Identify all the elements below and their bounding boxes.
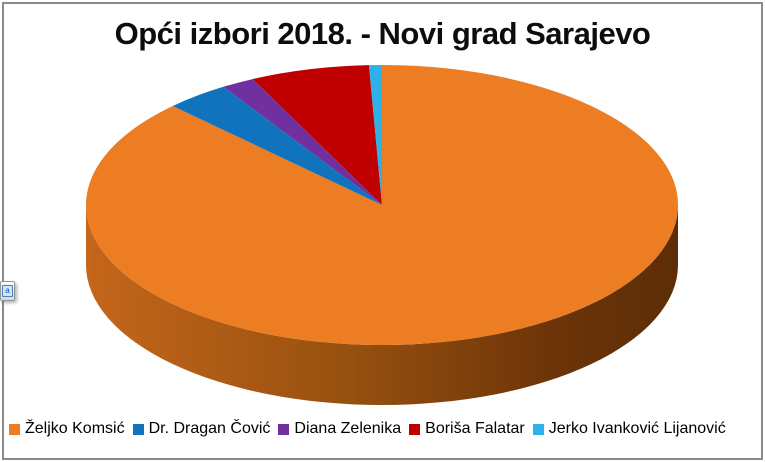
legend-label: Diana Zelenika	[294, 420, 402, 437]
legend-swatch	[132, 423, 144, 435]
legend-item-4[interactable]: Boriša Falatar	[409, 420, 525, 438]
legend-item-5[interactable]: Jerko Ivanković Lijanović	[532, 420, 726, 438]
edge-handle-button[interactable]: a	[0, 281, 15, 301]
edge-handle-glyph: a	[2, 285, 13, 297]
legend-label: Dr. Dragan Čović	[148, 420, 271, 437]
legend-swatch	[278, 423, 290, 435]
chart-title: Opći izbori 2018. - Novi grad Sarajevo	[114, 16, 651, 51]
legend-item-1[interactable]: Željko Komsić	[9, 420, 125, 438]
pie-side-3d-rim	[86, 205, 678, 405]
legend-label: Boriša Falatar	[425, 420, 525, 437]
legend-swatch	[409, 423, 421, 435]
pie-slice-5[interactable]	[368, 65, 382, 205]
legend-item-3[interactable]: Diana Zelenika	[278, 420, 401, 438]
legend-swatch	[9, 423, 20, 435]
legend-label: Jerko Ivanković Lijanović	[548, 420, 726, 437]
legend-label: Željko Komsić	[25, 420, 125, 437]
legend-swatch	[532, 423, 544, 435]
chart-legend: Željko Komsić Dr. Dragan Čović Diana Zelen…	[9, 417, 760, 441]
pie-slice-4[interactable]	[252, 65, 382, 205]
pie-slice-3[interactable]	[223, 79, 382, 205]
legend-item-2[interactable]: Dr. Dragan Čović	[132, 420, 271, 438]
pie-slice-2[interactable]	[172, 86, 382, 205]
